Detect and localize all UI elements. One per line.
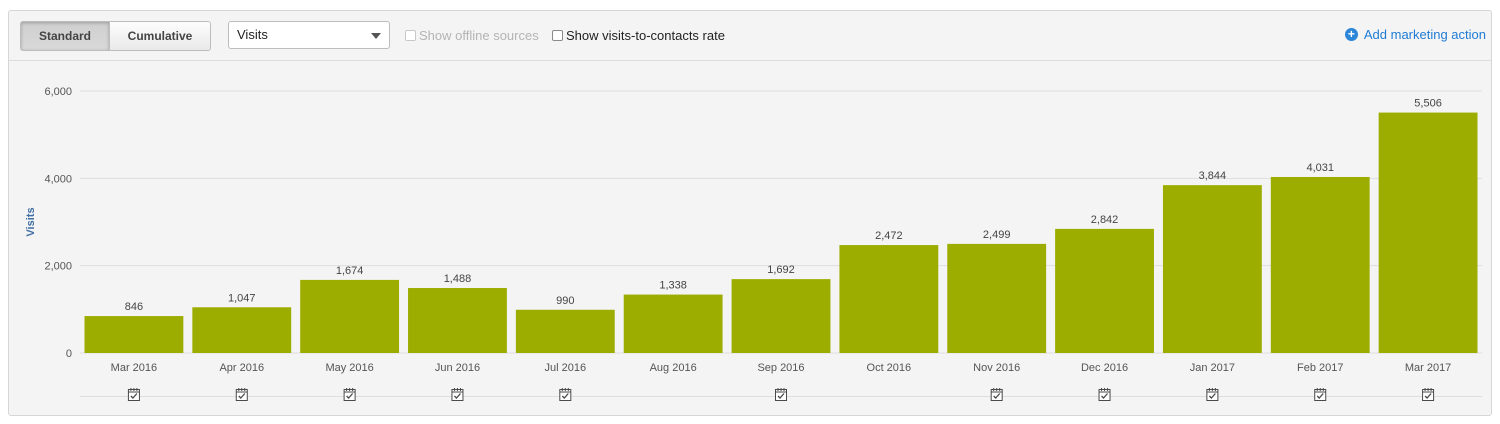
bar[interactable] [947, 243, 1047, 353]
bar-value-label: 1,674 [336, 265, 364, 277]
calendar-check-icon[interactable] [235, 388, 248, 401]
x-tick-label: Jun 2016 [435, 362, 480, 374]
add-marketing-action-link[interactable]: + Add marketing action [1344, 27, 1486, 42]
bar-value-label: 1,047 [228, 292, 256, 304]
y-tick-label: 6,000 [44, 86, 72, 98]
x-tick-label: Sep 2016 [757, 362, 804, 374]
y-tick-label: 2,000 [44, 261, 72, 273]
metric-select-value: Visits [237, 27, 268, 42]
bar[interactable] [1162, 185, 1262, 353]
calendar-check-icon[interactable] [559, 388, 572, 401]
x-tick-label: Mar 2016 [111, 362, 157, 374]
bar-value-label: 1,692 [767, 264, 795, 276]
bar-value-label: 2,499 [983, 229, 1011, 241]
calendar-check-icon[interactable] [990, 388, 1003, 401]
calendar-check-icon[interactable] [1206, 388, 1219, 401]
calendar-check-icon[interactable] [451, 388, 464, 401]
calendar-check-icon[interactable] [1422, 388, 1435, 401]
calendar-check-icon[interactable] [343, 388, 356, 401]
offline-sources-label: Show offline sources [419, 28, 539, 43]
bar[interactable] [731, 279, 831, 353]
offline-sources-checkbox[interactable] [405, 30, 416, 41]
x-tick-label: Feb 2017 [1297, 362, 1343, 374]
bar[interactable] [1055, 228, 1154, 353]
plus-circle-icon: + [1344, 28, 1358, 41]
bar[interactable] [300, 279, 400, 353]
chevron-down-icon [371, 33, 381, 39]
bar-value-label: 5,506 [1414, 98, 1442, 110]
calendar-check-icon[interactable] [1098, 388, 1111, 401]
x-tick-label: Jul 2016 [545, 362, 587, 374]
bar-value-label: 3,844 [1199, 170, 1227, 182]
view-toggle: Standard Cumulative [20, 21, 211, 51]
bar-value-label: 1,338 [659, 280, 687, 292]
bar-value-label: 1,488 [444, 273, 472, 285]
calendar-check-icon[interactable] [775, 388, 787, 401]
y-tick-label: 0 [66, 348, 72, 360]
x-tick-label: Jan 2017 [1190, 362, 1235, 374]
x-tick-label: Nov 2016 [973, 362, 1020, 374]
cumulative-view-button[interactable]: Cumulative [110, 22, 210, 50]
calendar-check-icon[interactable] [1314, 388, 1327, 401]
x-tick-label: Aug 2016 [650, 362, 697, 374]
bar[interactable] [408, 288, 507, 353]
bar-value-label: 4,031 [1306, 162, 1334, 174]
chart-toolbar: Standard Cumulative Visits Show offline … [9, 11, 1491, 61]
rate-option: Show visits-to-contacts rate [552, 28, 725, 43]
bar-value-label: 2,472 [875, 230, 903, 242]
bar-value-label: 2,842 [1091, 214, 1119, 226]
bar[interactable] [623, 294, 723, 353]
bar[interactable] [1270, 176, 1370, 353]
x-tick-label: Mar 2017 [1405, 362, 1451, 374]
bar[interactable] [839, 245, 939, 353]
bar-value-label: 990 [556, 295, 574, 307]
add-marketing-action-label: Add marketing action [1363, 27, 1486, 42]
x-tick-label: Oct 2016 [867, 362, 912, 374]
x-tick-label: Apr 2016 [219, 362, 264, 374]
bar[interactable] [1378, 112, 1478, 353]
rate-checkbox[interactable] [552, 30, 563, 41]
metric-select[interactable]: Visits [228, 21, 390, 49]
bar-value-label: 846 [125, 301, 143, 313]
y-tick-label: 4,000 [44, 173, 72, 185]
bar[interactable] [192, 307, 292, 353]
x-tick-label: Dec 2016 [1081, 362, 1128, 374]
calendar-check-icon[interactable] [127, 388, 140, 401]
y-axis-title: Visits [25, 207, 37, 236]
rate-label[interactable]: Show visits-to-contacts rate [566, 28, 725, 43]
standard-view-button[interactable]: Standard [21, 22, 110, 50]
bar[interactable] [84, 316, 184, 353]
bar[interactable] [515, 309, 615, 353]
offline-sources-option: Show offline sources [405, 28, 539, 43]
x-tick-label: May 2016 [325, 362, 373, 374]
